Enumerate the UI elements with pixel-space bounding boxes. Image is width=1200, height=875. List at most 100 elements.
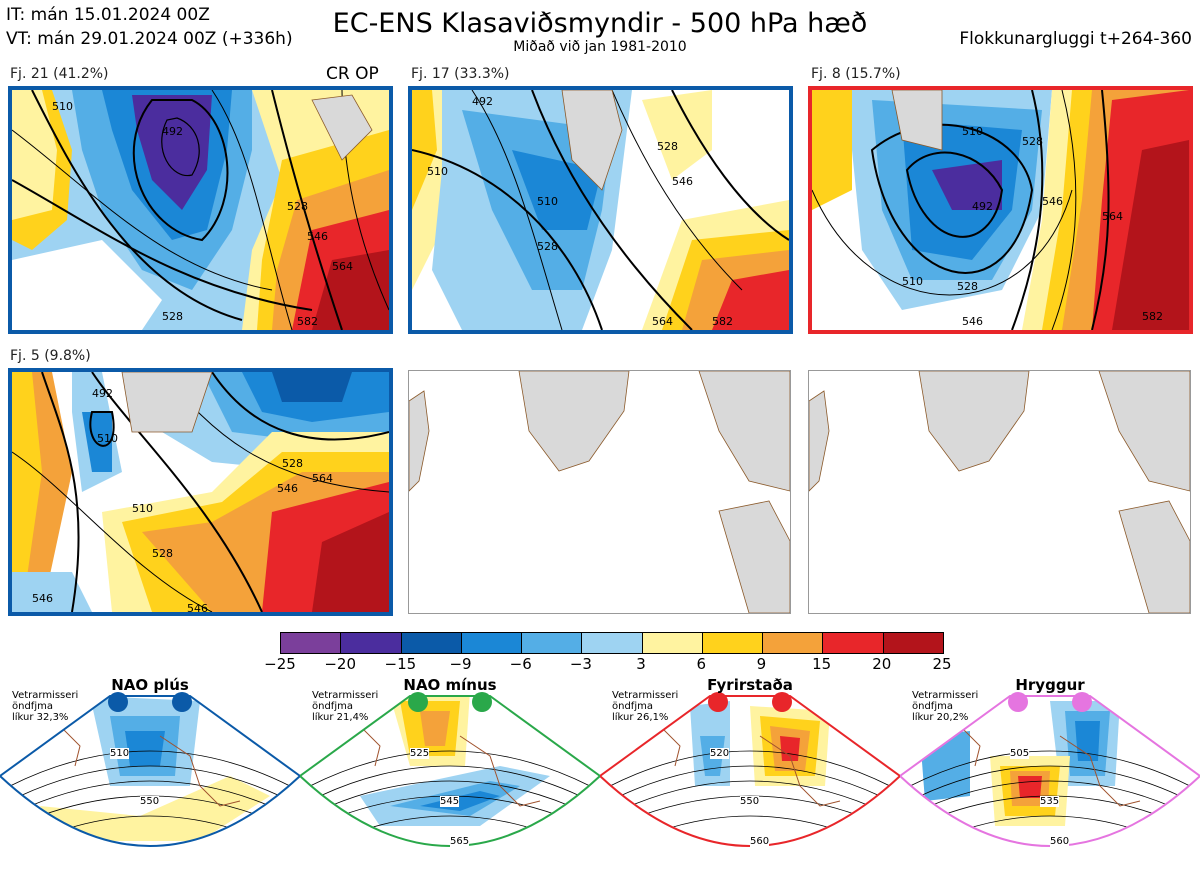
svg-text:546: 546 xyxy=(962,315,983,328)
colorbar-ticks: −25 −20 −15 −9 −6 −3 3 6 9 15 20 25 xyxy=(264,655,951,675)
regime-info-line: líkur 32,3% xyxy=(12,712,69,723)
regime-marker xyxy=(772,692,792,712)
regime-contour-label: 560 xyxy=(750,836,770,847)
regime-marker xyxy=(472,692,492,712)
empty-map-6 xyxy=(808,370,1191,614)
regime-contour-label: 545 xyxy=(440,796,460,807)
colorbar-tick-label: 25 xyxy=(932,655,952,673)
svg-text:582: 582 xyxy=(297,315,318,328)
valid-time: VT: mán 29.01.2024 00Z (+336h) xyxy=(6,29,293,49)
svg-text:528: 528 xyxy=(957,280,978,293)
regime-panel-3: Fyrirstaða Vetrarmisseri öndfjma líkur 26,1… xyxy=(598,676,902,871)
colorbar-segment xyxy=(702,633,764,653)
svg-text:546: 546 xyxy=(307,230,328,243)
colorbar-tick-label: −9 xyxy=(449,655,472,673)
svg-text:510: 510 xyxy=(902,275,923,288)
colorbar-tick-label: −6 xyxy=(509,655,532,673)
page-title: EC-ENS Klasaviðsmyndir - 500 hPa hæð xyxy=(332,8,868,39)
svg-text:510: 510 xyxy=(962,125,983,138)
svg-text:582: 582 xyxy=(1142,310,1163,323)
colorbar-segment xyxy=(281,633,342,653)
panel-2-label: Fj. 17 (33.3%) xyxy=(411,66,510,82)
panel-1-tag: CR OP xyxy=(326,64,379,84)
svg-text:546: 546 xyxy=(187,602,208,612)
colorbar-tick-label: −25 xyxy=(264,655,296,673)
regime-contour-label: 560 xyxy=(1050,836,1070,847)
cluster-map-1: 510 492 528 546 564 582 528 xyxy=(8,86,393,334)
svg-text:546: 546 xyxy=(672,175,693,188)
regime-contour-label: 505 xyxy=(1010,748,1030,759)
svg-text:564: 564 xyxy=(652,315,673,328)
svg-text:492: 492 xyxy=(972,200,993,213)
svg-text:528: 528 xyxy=(282,457,303,470)
page-subtitle: Miðað við jan 1981-2010 xyxy=(513,39,687,55)
panel-4-label: Fj. 5 (9.8%) xyxy=(10,348,91,364)
regime-marker xyxy=(1008,692,1028,712)
regime-panels: NAO plús Vetrarmisseri öndfjma líkur 32,3% 5… xyxy=(0,676,1200,871)
svg-text:492: 492 xyxy=(92,387,113,400)
regime-marker xyxy=(1072,692,1092,712)
regime-contour-label: 565 xyxy=(450,836,470,847)
classification-window: Flokkunargluggi t+264-360 xyxy=(959,29,1192,49)
regime-marker xyxy=(708,692,728,712)
colorbar-segment xyxy=(883,633,943,653)
colorbar-tick-label: −15 xyxy=(384,655,417,673)
colorbar xyxy=(280,632,944,654)
panel-1-label: Fj. 21 (41.2%) xyxy=(10,66,109,82)
colorbar-segment xyxy=(642,633,703,653)
regime-info-line: Vetrarmisseri xyxy=(12,690,79,701)
colorbar-tick-label: 6 xyxy=(696,655,707,673)
colorbar-segment xyxy=(341,633,402,653)
svg-text:528: 528 xyxy=(152,547,173,560)
svg-text:546: 546 xyxy=(1042,195,1063,208)
regime-marker xyxy=(408,692,428,712)
svg-text:564: 564 xyxy=(312,472,333,485)
colorbar-segment xyxy=(522,633,583,653)
colorbar-segment xyxy=(763,633,824,653)
colorbar-tick-label: 3 xyxy=(636,655,646,673)
regime-contour-label: 535 xyxy=(1040,796,1060,807)
regime-title: Fyrirstaða xyxy=(707,676,793,694)
colorbar-tick-label: −3 xyxy=(569,655,592,673)
empty-map-5 xyxy=(408,370,791,614)
colorbar-segment xyxy=(582,633,643,653)
svg-text:528: 528 xyxy=(162,310,183,323)
panel-3-label: Fj. 8 (15.7%) xyxy=(811,66,901,82)
regime-contour-label: 520 xyxy=(710,748,730,759)
regime-info-line: Vetrarmisseri xyxy=(612,690,679,701)
regime-contour-label: 510 xyxy=(110,748,130,759)
regime-title: NAO mínus xyxy=(403,676,497,694)
cluster-map-4: 492 510 510 528 528 546 564 546 546 xyxy=(8,368,393,616)
regime-marker xyxy=(108,692,128,712)
regime-info-line: Vetrarmisseri xyxy=(312,690,379,701)
svg-text:510: 510 xyxy=(427,165,448,178)
colorbar-tick-label: 20 xyxy=(872,655,892,673)
colorbar-tick-label: 9 xyxy=(756,655,767,673)
svg-text:492: 492 xyxy=(162,125,183,138)
svg-text:564: 564 xyxy=(332,260,353,273)
colorbar-segment xyxy=(461,633,523,653)
regime-title: NAO plús xyxy=(111,676,189,694)
svg-text:528: 528 xyxy=(287,200,308,213)
init-time: IT: mán 15.01.2024 00Z xyxy=(6,5,210,25)
regime-info-line: líkur 21,4% xyxy=(312,712,369,723)
regime-info-line: Vetrarmisseri xyxy=(912,690,979,701)
svg-text:582: 582 xyxy=(712,315,733,328)
svg-text:510: 510 xyxy=(97,432,118,445)
svg-text:546: 546 xyxy=(32,592,53,605)
regime-info-line: líkur 20,2% xyxy=(912,712,969,723)
colorbar-segment xyxy=(401,633,462,653)
svg-text:510: 510 xyxy=(132,502,153,515)
svg-text:528: 528 xyxy=(537,240,558,253)
regime-info-line: öndfjma xyxy=(312,701,353,712)
regime-panel-4: Hryggur Vetrarmisseri öndfjma líkur 20,2% 50… xyxy=(898,676,1200,871)
colorbar-tick-label: 15 xyxy=(812,655,832,673)
regime-contour-label: 550 xyxy=(740,796,760,807)
svg-text:528: 528 xyxy=(657,140,678,153)
colorbar-segment xyxy=(823,633,884,653)
cluster-map-2: 492 510 510 528 528 546 564 582 xyxy=(408,86,793,334)
regime-info: Vetrarmisseri öndfjma líkur 32,3% xyxy=(12,690,78,723)
regime-info-line: líkur 26,1% xyxy=(612,712,669,723)
svg-text:546: 546 xyxy=(277,482,298,495)
regime-marker xyxy=(172,692,192,712)
